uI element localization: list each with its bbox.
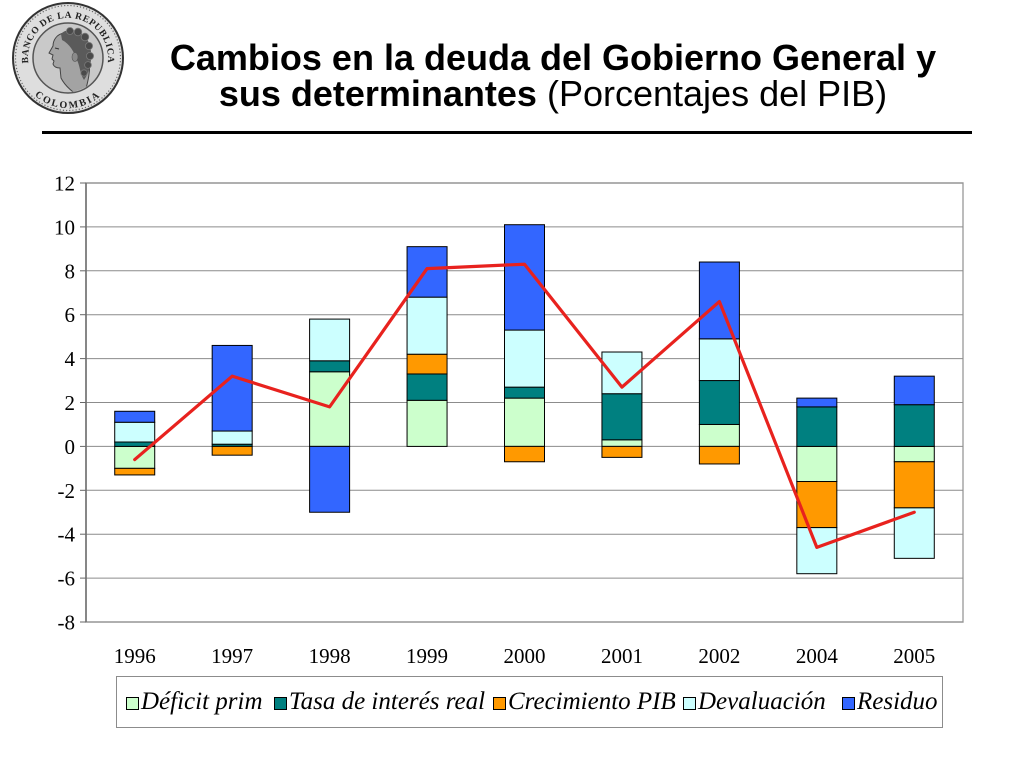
legend-swatch (493, 696, 506, 710)
y-tick-label: 10 (54, 215, 75, 239)
debt-change-chart: 12 10 8 6 4 2 0 -2 -4 -6 -8 1996 1997 1998 1999 2000 200… (54, 172, 964, 668)
bar-crecimiento-pib-2002 (698, 445, 740, 465)
bank-seal-logo: BANCO DE LA REPUBLICA COLOMBIA (12, 2, 124, 114)
y-tick-label: 8 (65, 259, 76, 283)
bar-residuo-1999 (406, 246, 448, 298)
legend-label: Déficit prim (141, 688, 263, 715)
bar-deficit-prim-1998 (309, 371, 351, 447)
bar-tasa-de-interes-real-2002 (698, 380, 740, 425)
bar-residuo-2005 (893, 375, 935, 406)
bar-devaluacion-2000 (504, 329, 545, 388)
chart-legend: Déficit prim Tasa de interés real Crecim… (116, 676, 943, 728)
bar-deficit-prim-1999 (406, 399, 448, 447)
y-tick-label: 12 (54, 172, 75, 196)
x-tick-label: 2001 (601, 644, 643, 668)
bar-devaluacion-2005 (893, 507, 935, 559)
bar-tasa-de-interes-real-1998 (309, 360, 351, 373)
bar-residuo-1998 (309, 445, 351, 513)
legend-swatch (683, 696, 696, 710)
bar-devaluacion-1999 (406, 296, 448, 355)
x-tick-label: 1999 (406, 644, 448, 668)
legend-swatch (274, 696, 287, 710)
title-line-1-text: Cambios en la deuda del Gobierno General… (169, 37, 937, 78)
bar-tasa-de-interes-real-1999 (406, 373, 448, 401)
bar-deficit-prim-2005 (893, 445, 935, 463)
legend-label: Devaluación (698, 688, 826, 715)
x-tick-label: 1997 (211, 644, 253, 668)
bar-deficit-prim-2004 (796, 445, 838, 483)
seal-beaded-edge (14, 4, 122, 112)
legend-swatch (126, 696, 139, 710)
bar-deficit-prim-2001 (601, 439, 643, 447)
bar-residuo-2000 (504, 224, 545, 331)
bar-crecimiento-pib-2000 (504, 445, 545, 463)
x-tick-label: 1996 (114, 644, 156, 668)
bar-devaluacion-2004 (796, 527, 838, 575)
y-tick-label: 4 (65, 347, 76, 371)
legend-item-deficit-prim: Déficit prim (126, 677, 263, 727)
bar-deficit-prim-1996 (114, 445, 156, 469)
bar-devaluacion-2002 (698, 338, 740, 382)
bar-devaluacion-1998 (309, 318, 351, 362)
title-line-1: Cambios en la deuda del Gobierno General… (120, 40, 986, 76)
bar-crecimiento-pib-2005 (893, 461, 935, 509)
legend-label: Tasa de interés real (289, 688, 486, 715)
x-tick-label: 1998 (309, 644, 351, 668)
legend-item-devaluacion: Devaluación (683, 677, 826, 727)
bar-residuo-1996 (114, 410, 156, 423)
bar-deficit-prim-2002 (698, 423, 740, 447)
bar-devaluacion-2001 (601, 351, 643, 395)
x-tick-label: 2000 (504, 644, 546, 668)
legend-item-crecimiento-pib: Crecimiento PIB (493, 677, 676, 727)
debt-change-line (133, 262, 916, 549)
y-tick-label: -6 (58, 567, 76, 591)
slide-title: Cambios en la deuda del Gobierno General… (120, 40, 986, 112)
bar-crecimiento-pib-1999 (406, 353, 448, 375)
bar-crecimiento-pib-1996 (114, 467, 156, 476)
title-divider (42, 131, 972, 134)
bar-devaluacion-1997 (211, 430, 253, 445)
bar-crecimiento-pib-1997 (211, 445, 253, 456)
bar-tasa-de-interes-real-2001 (601, 393, 643, 441)
bar-tasa-de-interes-real-2004 (796, 406, 838, 447)
title-units-text: (Porcentajes del PIB) (546, 73, 888, 114)
bar-deficit-prim-2000 (504, 397, 545, 447)
y-tick-label: 6 (65, 303, 76, 327)
legend-item-tasa-de-interes-real: Tasa de interés real (274, 677, 485, 727)
title-line-2: sus determinantes (Porcentajes del PIB) (120, 76, 986, 112)
x-tick-label: 2002 (698, 644, 740, 668)
legend-item-residuo: Residuo (842, 677, 938, 727)
x-tick-label: 2005 (893, 644, 935, 668)
bar-devaluacion-1996 (114, 421, 156, 443)
bar-tasa-de-interes-real-2005 (893, 404, 935, 447)
bar-tasa-de-interes-real-2000 (504, 386, 545, 399)
y-tick-label: 2 (65, 391, 76, 415)
legend-label: Residuo (857, 688, 938, 715)
x-tick-label: 2004 (796, 644, 839, 668)
legend-swatch (842, 696, 855, 710)
bar-crecimiento-pib-2001 (601, 445, 643, 458)
title-line-2-bold-text: sus determinantes (218, 73, 537, 114)
y-tick-label: -2 (58, 479, 76, 503)
legend-label: Crecimiento PIB (508, 688, 676, 715)
bar-residuo-2004 (796, 397, 838, 408)
y-tick-label: 0 (65, 435, 76, 459)
bar-crecimiento-pib-2004 (796, 481, 838, 529)
portrait-profile-icon (48, 27, 95, 92)
y-tick-label: -8 (58, 611, 76, 635)
y-tick-label: -4 (58, 523, 76, 547)
